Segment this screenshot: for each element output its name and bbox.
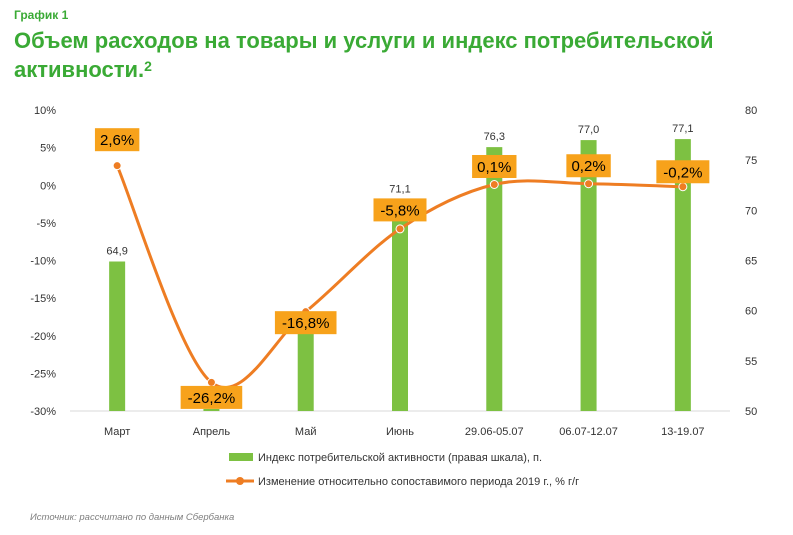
chart-title: Объем расходов на товары и услуги и инде… <box>14 26 774 84</box>
left-axis-tick-label: -30% <box>30 406 56 418</box>
yoy-change-line <box>115 165 683 389</box>
bar-value-label: 64,9 <box>106 246 127 258</box>
line-value-label: -16,8% <box>282 315 330 332</box>
right-axis-tick-label: 65 <box>745 256 757 268</box>
index-bar <box>392 199 408 411</box>
line-value-label-box <box>373 198 427 222</box>
left-axis-tick-label: -25% <box>30 368 56 380</box>
line-value-label: -26,2% <box>188 390 236 407</box>
right-axis-tick-label: 50 <box>745 406 757 418</box>
line-value-label: -0,2% <box>663 164 702 181</box>
line-value-label-box <box>656 160 710 184</box>
line-point-marker <box>395 224 405 234</box>
line-value-label-box <box>94 128 140 152</box>
line-value-label-box <box>274 311 337 335</box>
x-axis-category-label: Июнь <box>386 426 414 438</box>
bar-value-label: 71,1 <box>389 183 410 195</box>
legend-bar-label: Индекс потребительской активности (права… <box>258 452 542 464</box>
line-value-label-box <box>180 385 243 409</box>
bar-value-label: 77,0 <box>578 124 599 136</box>
x-axis-category-label: 13-19.07 <box>661 426 704 438</box>
chart-title-text: Объем расходов на товары и услуги и инде… <box>14 28 714 82</box>
x-axis-category-label: Апрель <box>193 426 231 438</box>
source-note: Источник: рассчитано по данным Сбербанка <box>30 512 235 523</box>
right-axis-tick-label: 80 <box>745 105 757 117</box>
right-axis-tick-label: 55 <box>745 356 757 368</box>
line-point-marker <box>112 161 122 171</box>
bar-value-label: 77,1 <box>672 123 693 135</box>
footnote-marker: 2 <box>144 58 152 74</box>
line-value-label: -5,8% <box>380 202 419 219</box>
line-point-marker <box>678 182 688 192</box>
index-bar <box>580 140 597 411</box>
x-axis-category-label: Май <box>295 426 317 438</box>
left-axis-tick-label: 5% <box>40 143 56 155</box>
left-axis-tick-label: -15% <box>30 293 56 305</box>
line-value-label-box <box>472 154 517 178</box>
chart-caption: График 1 <box>14 8 69 22</box>
right-axis-tick-label: 70 <box>745 205 757 217</box>
line-value-label-box <box>566 154 611 178</box>
right-axis-tick-label: 60 <box>745 306 757 318</box>
line-value-label: 0,1% <box>477 159 511 176</box>
legend-line-label: Изменение относительно сопоставимого пер… <box>258 476 579 488</box>
line-point-marker <box>489 179 499 189</box>
x-axis-category-label: 29.06-05.07 <box>465 426 524 438</box>
index-bar <box>486 147 503 411</box>
line-value-label: 0,2% <box>571 158 605 175</box>
index-bar <box>297 327 314 411</box>
legend-line-marker <box>236 477 244 485</box>
left-axis-tick-label: 10% <box>34 105 56 117</box>
line-value-label: 2,6% <box>100 132 134 149</box>
bar-value-label: 76,3 <box>484 131 505 143</box>
line-point-marker <box>584 179 594 189</box>
index-bar <box>674 139 691 411</box>
x-axis-category-label: Март <box>104 426 130 438</box>
left-axis-tick-label: -5% <box>36 218 56 230</box>
legend-bar-swatch <box>229 453 253 461</box>
line-point-marker <box>206 377 216 387</box>
left-axis-tick-label: -10% <box>30 256 56 268</box>
index-bar <box>109 261 126 411</box>
x-axis-category-label: 06.07-12.07 <box>559 426 618 438</box>
index-bar <box>203 408 220 411</box>
left-axis-tick-label: -20% <box>30 331 56 343</box>
left-axis-tick-label: 0% <box>40 180 56 192</box>
right-axis-tick-label: 75 <box>745 155 757 167</box>
